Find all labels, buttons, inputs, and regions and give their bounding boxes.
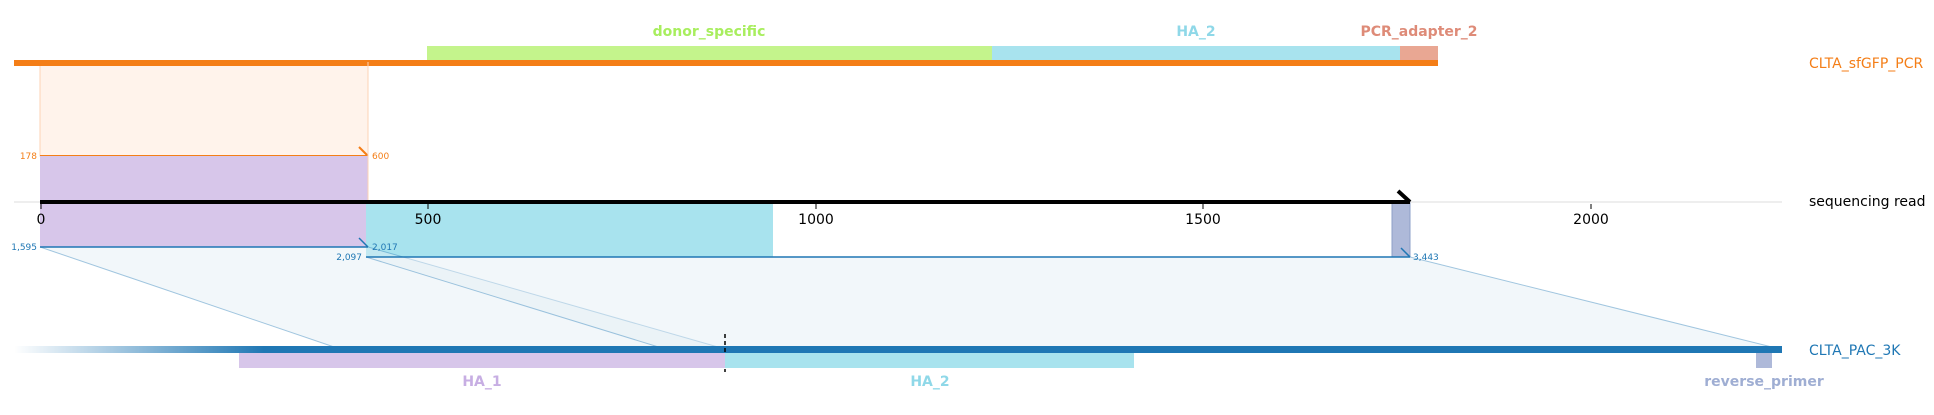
donor-feature-reverse-primer-label: reverse_primer (1704, 374, 1824, 390)
tick-label-2000: 2000 (1573, 212, 1609, 228)
donor-alignment-2-fill (366, 257, 1780, 349)
donor-alignment-2-connector-left (365, 256, 666, 350)
donor-end-2-coord: 3,443 (1413, 253, 1439, 263)
tick-label-0: 0 (37, 212, 46, 228)
donor-feature-reverse-primer-bar (1756, 353, 1772, 368)
donor-alignment-2-arrow (1400, 247, 1411, 258)
target-aligned-region (39, 61, 369, 157)
target-alignment-arrow (358, 146, 369, 157)
target-feature-donor-specific-bar (427, 46, 992, 62)
target-feature-pcr-adapter-2-bar (1400, 46, 1438, 62)
read-arrow (1396, 189, 1412, 204)
donor-track: HA_1 HA_2 reverse_primer CLTA_PAC_3K (14, 334, 1901, 390)
donor-alignment-1-connector-left (39, 246, 341, 350)
donor-end-1-coord: 2,017 (372, 243, 398, 253)
target-read-start-coord: 178 (20, 152, 37, 162)
target-feature-pcr-adapter-2-label: PCR_adapter_2 (1360, 24, 1477, 40)
tick-label-1500: 1500 (1185, 212, 1221, 228)
donor-alignment-1-connector-right (367, 246, 726, 350)
donor-track-label: CLTA_PAC_3K (1809, 343, 1901, 359)
target-feature-ha2-label: HA_2 (1176, 24, 1215, 40)
x-axis: 0 500 1000 1500 2000 (37, 204, 1609, 228)
tick-label-500: 500 (415, 212, 442, 228)
read-track: sequencing read (14, 189, 1925, 210)
donor-alignment-1-fill (40, 247, 725, 349)
tick-label-1000: 1000 (798, 212, 834, 228)
donor-line-fade (14, 346, 264, 353)
donor-start-2-coord: 2,097 (336, 253, 362, 263)
target-track-label: CLTA_sfGFP_PCR (1809, 56, 1923, 72)
donor-alignment-2: 2,097 3,443 (336, 247, 1781, 350)
donor-feature-ha1-bar (239, 353, 725, 368)
target-feature-donor-specific-label: donor_specific (653, 24, 766, 40)
donor-feature-ha2-label: HA_2 (910, 374, 949, 390)
donor-feature-ha2-bar (725, 353, 1134, 368)
read-line (40, 200, 1410, 204)
donor-alignment-1-arrow (358, 237, 369, 248)
read-track-label: sequencing read (1809, 194, 1925, 210)
target-ref-end-coord: 600 (372, 152, 389, 162)
donor-start-1-coord: 1,595 (11, 243, 37, 253)
target-track: donor_specific HA_2 PCR_adapter_2 CLTA_s… (14, 24, 1923, 157)
target-line (14, 60, 1438, 66)
donor-line (263, 346, 1782, 353)
donor-alignment-2-connector-right (1409, 256, 1781, 350)
target-feature-ha2-bar (992, 46, 1400, 62)
read-ha2-region (366, 202, 773, 257)
donor-alignment-1: 1,595 2,017 (11, 237, 726, 350)
donor-feature-ha1-label: HA_1 (462, 374, 501, 390)
